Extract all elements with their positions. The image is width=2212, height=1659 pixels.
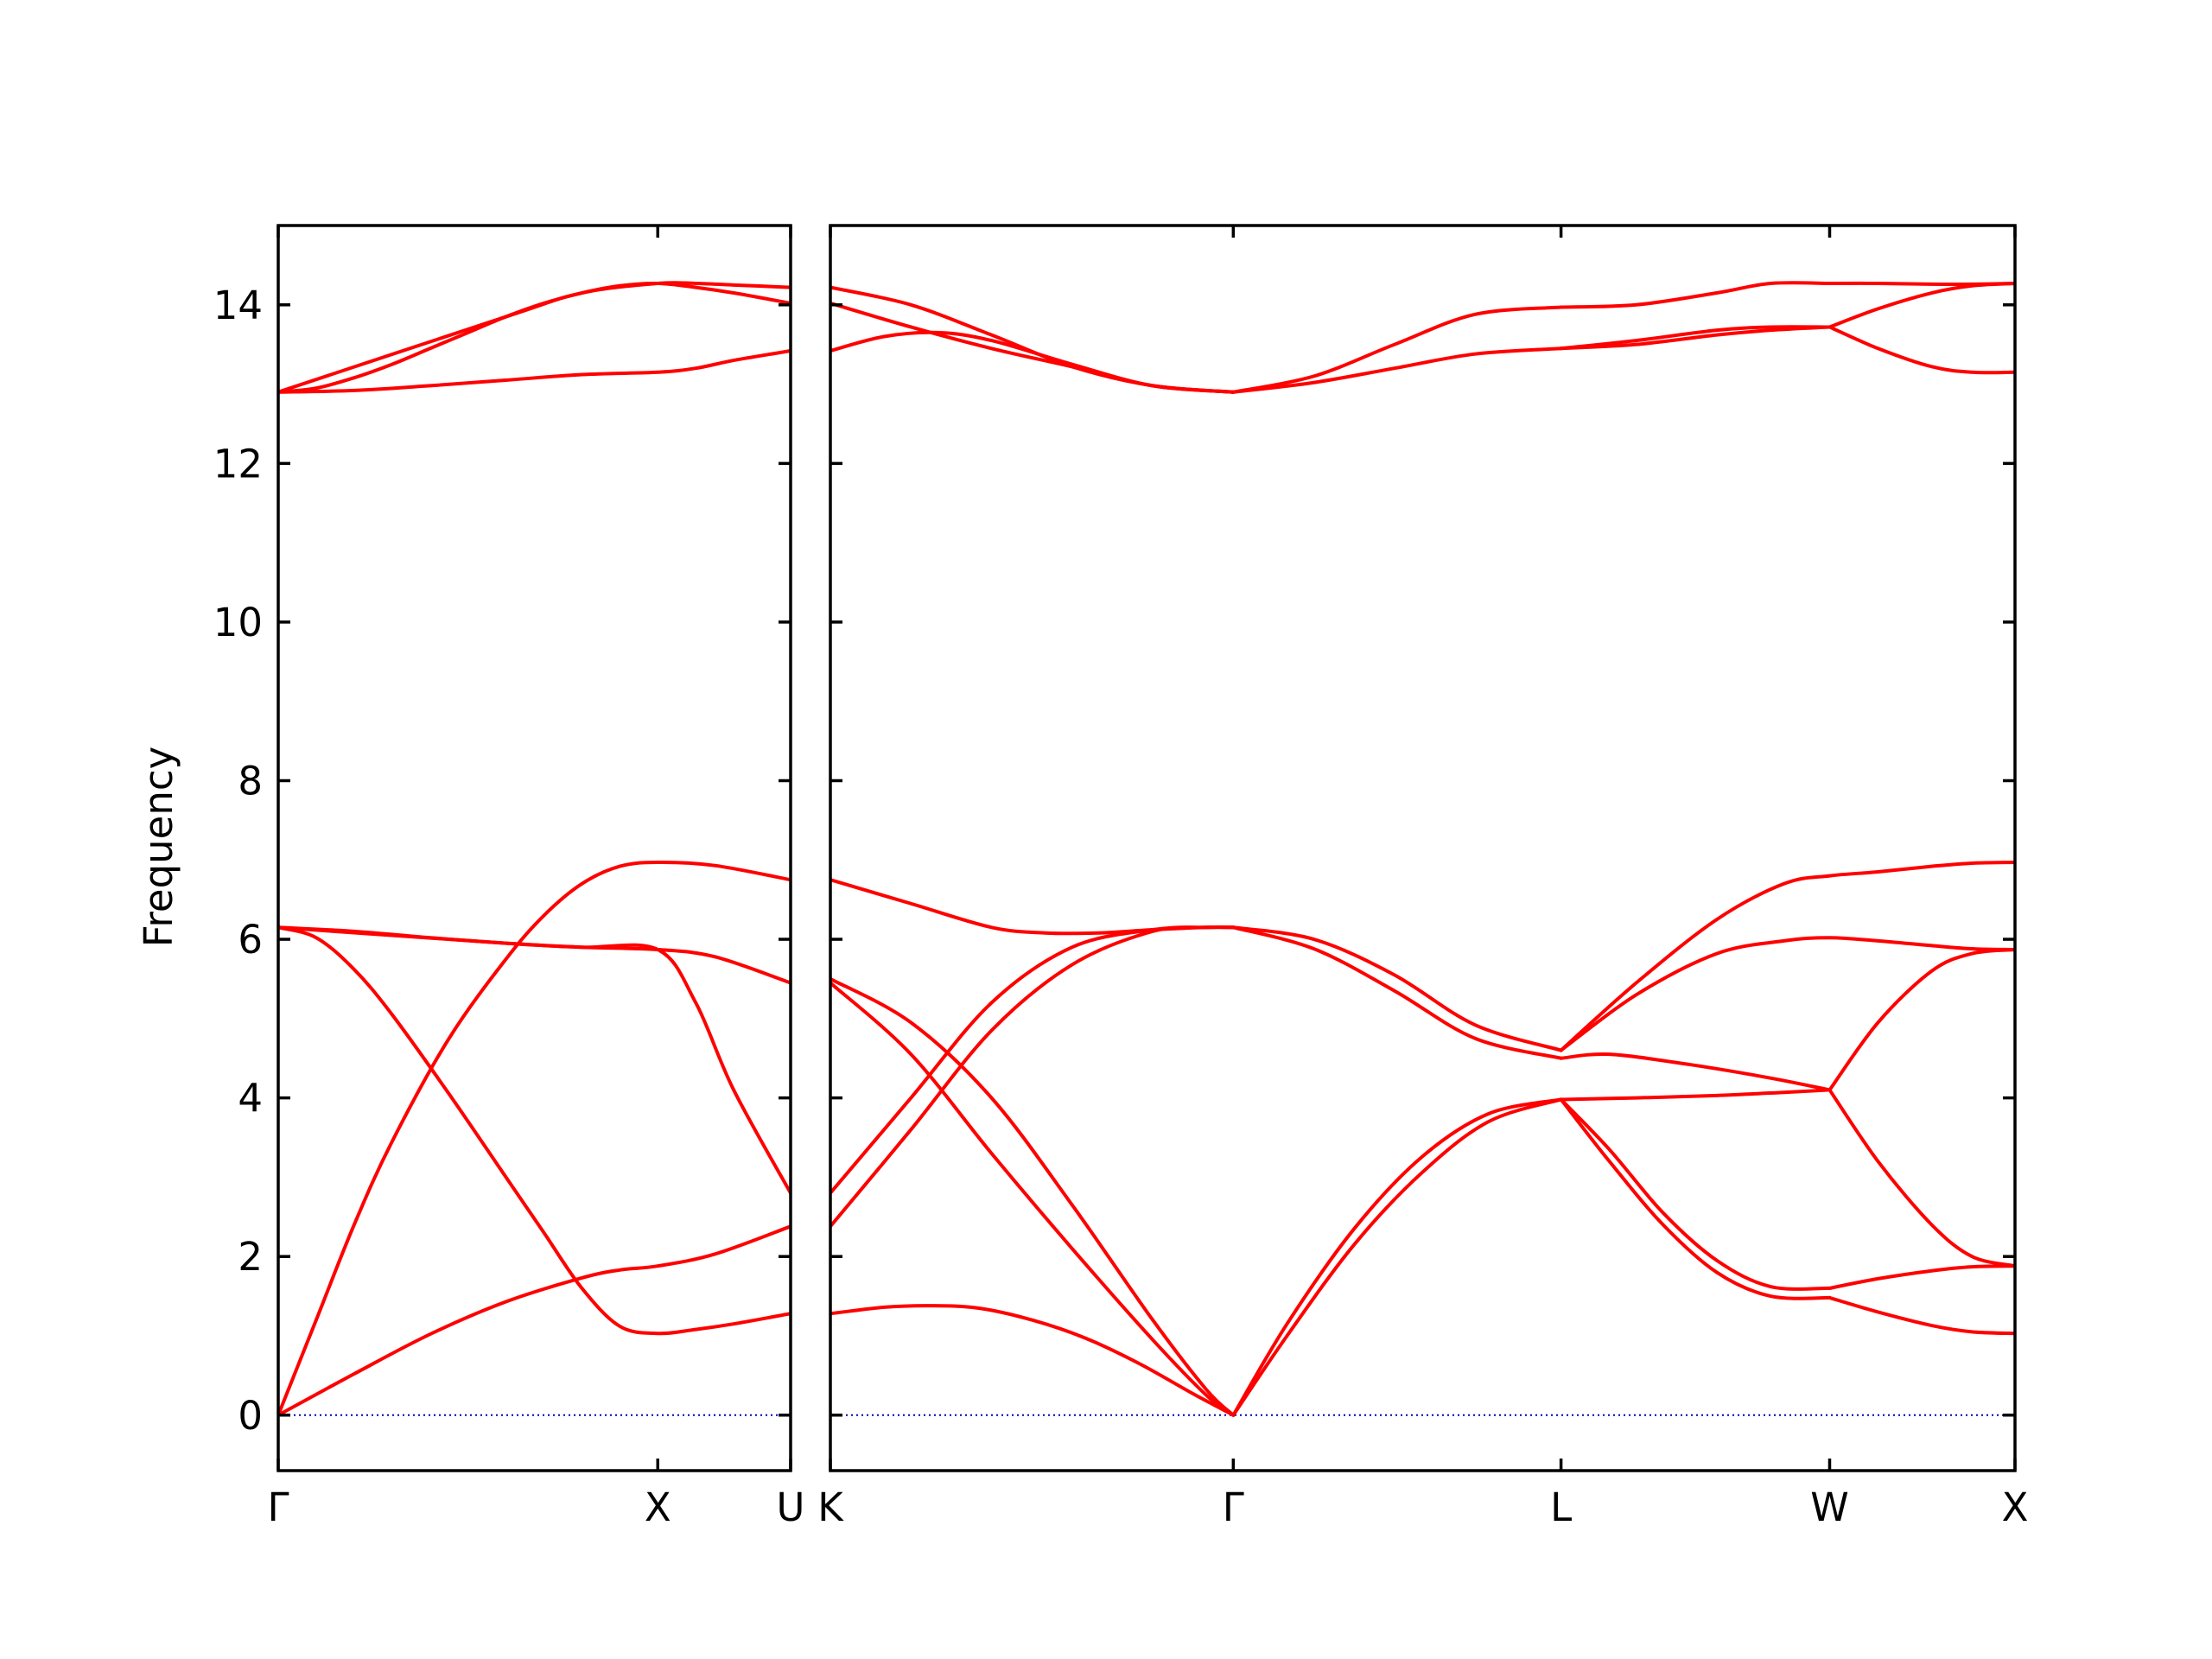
band-line-1 (278, 1224, 791, 1417)
band-line-20 (1827, 1295, 2015, 1336)
x-tick-label: X (645, 1484, 671, 1530)
band-line-4 (278, 925, 791, 985)
band-line-8 (1231, 925, 1563, 1060)
band-line-26 (1559, 281, 1832, 309)
band-line-3 (278, 925, 791, 1336)
band-line-6 (278, 349, 791, 394)
band-line-19 (1827, 1264, 2015, 1290)
y-tick-label: 2 (238, 1234, 263, 1280)
x-tick-label: X (2002, 1484, 2029, 1530)
band-line-23 (830, 330, 1236, 394)
y-tick-label: 10 (213, 600, 263, 645)
x-tick-label: K (817, 1484, 844, 1530)
band-line-7 (1231, 925, 1563, 1052)
panel-1: 0 2 4 6 8 10 12 14 Γ X U (213, 224, 805, 1530)
y-tick-label: 14 (213, 283, 263, 328)
plot-frame (829, 224, 2017, 1472)
band-line-18 (1827, 1088, 2015, 1268)
band-line-21 (830, 285, 1236, 394)
band-series-group (830, 281, 2015, 1417)
y-axis-title: Frequency (136, 747, 181, 947)
y-tick-label: 12 (213, 441, 263, 486)
y-tick-label: 0 (238, 1393, 263, 1439)
band-line-5 (278, 925, 791, 1195)
band-line-11 (1559, 861, 2015, 1052)
band-line-15 (1559, 1097, 1832, 1291)
band-line-4 (830, 981, 1236, 1417)
x-tick-label: L (1550, 1484, 1572, 1530)
band-line-10 (1231, 1097, 1563, 1417)
y-tick-label: 4 (238, 1076, 263, 1122)
band-line-13 (1559, 1052, 1832, 1092)
band-line-25 (1231, 346, 1563, 394)
band-line-2 (278, 860, 791, 1417)
plot-frame (276, 224, 792, 1472)
band-line-8 (278, 281, 791, 394)
band-line-12 (1559, 936, 2015, 1052)
band-line-27 (1559, 325, 1832, 351)
x-tick-label: Γ (1223, 1484, 1244, 1530)
band-line-7 (278, 281, 791, 394)
band-line-5 (830, 976, 1236, 1417)
x-tick-label: Γ (267, 1484, 289, 1530)
band-series-group (278, 281, 791, 1417)
band-line-9 (1231, 1097, 1563, 1417)
band-line-14 (1559, 1088, 1832, 1102)
plot-panels: 0 2 4 6 8 10 12 14 Γ X U K Γ L W X (213, 224, 2029, 1530)
x-tick-label: W (1810, 1484, 1849, 1530)
band-line-22 (830, 301, 1236, 394)
band-line-31 (1827, 325, 2015, 375)
band-line-6 (830, 878, 1236, 936)
y-tick-label: 8 (238, 758, 263, 804)
x-tick-label: U (777, 1484, 805, 1530)
band-line-24 (1231, 305, 1563, 394)
band-line-28 (1559, 325, 1832, 351)
band-line-1 (830, 1304, 1236, 1417)
band-line-17 (1827, 947, 2015, 1092)
band-line-30 (1827, 282, 2015, 329)
y-tick-label: 6 (238, 917, 263, 963)
band-line-16 (1559, 1097, 1832, 1300)
